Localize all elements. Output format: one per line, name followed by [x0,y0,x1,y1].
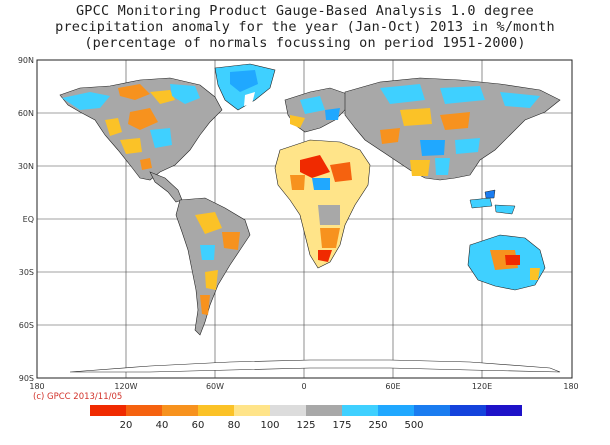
lon-label-0: 0 [301,382,307,391]
lat-label-90n: 90N [17,56,34,65]
north-america [59,77,223,203]
title-line-1: GPCC Monitoring Product Gauge-Based Anal… [75,3,535,19]
colorbar-label: 60 [191,420,205,431]
colorbar-swatch [90,405,126,416]
lon-label-60w: 60W [205,382,225,391]
lat-label-30s: 30S [18,268,34,277]
colorbar-label: 500 [404,420,424,431]
colorbar-swatch [378,405,414,416]
colorbar-swatch [306,405,342,416]
colorbar-label: 80 [227,420,241,431]
greenland [214,63,276,111]
colorbar-swatch [486,405,522,416]
colorbar-swatch [162,405,198,416]
lat-label-60s: 60S [18,321,34,330]
colorbar-label: 125 [296,420,316,431]
lon-label-120e: 120E [471,382,493,391]
colorbar-label: 175 [332,420,352,431]
lat-label-90s: 90S [18,374,34,383]
colorbar-label: 100 [260,420,280,431]
south-america [175,197,251,336]
lon-label-60e: 60E [385,382,401,391]
colorbar-swatch [450,405,486,416]
australia [467,234,546,291]
colorbar-label: 250 [368,420,388,431]
colorbar-swatch [126,405,162,416]
lat-label-60n: 60N [17,109,34,118]
title-line-2: precipitation anomaly for the year (Jan-… [55,19,555,35]
lon-label-120w: 120W [114,382,138,391]
lat-label-30n: 30N [17,162,34,171]
colorbar-swatch [198,405,234,416]
title-line-3: (percentage of normals focussing on peri… [84,35,526,51]
southeast-asia-islands [469,189,516,215]
africa [274,139,371,269]
colorbar-swatch [414,405,450,416]
colorbar-label: 40 [155,420,169,431]
lon-label-180w: 180 [29,382,45,391]
lon-label-180e: 180 [563,382,579,391]
colorbar-swatch [234,405,270,416]
copyright-credit: (c) GPCC 2013/11/05 [33,392,123,402]
antarctica [69,359,561,373]
europe [284,87,351,133]
colorbar-swatch [270,405,306,416]
colorbar-label: 20 [119,420,133,431]
lat-label-eq: EQ [22,215,34,224]
colorbar-swatch [342,405,378,416]
asia [344,77,561,181]
